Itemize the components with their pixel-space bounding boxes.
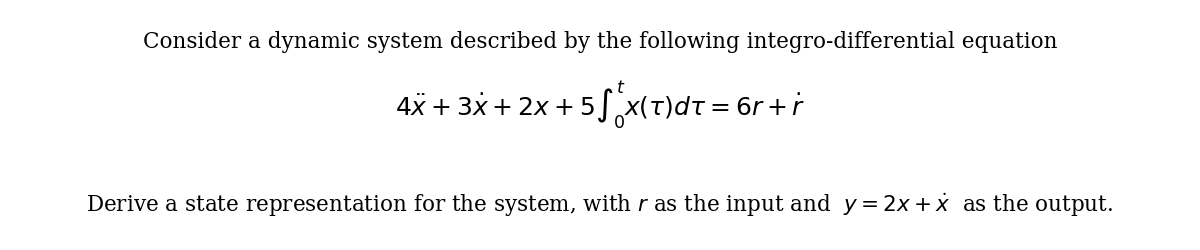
Text: Consider a dynamic system described by the following integro-differential equati: Consider a dynamic system described by t… — [143, 31, 1057, 53]
Text: $4\ddot{x}+3\dot{x}+2x+5\int_{0}^{t}x(\tau)d\tau = 6r +\dot{r}$: $4\ddot{x}+3\dot{x}+2x+5\int_{0}^{t}x(\t… — [395, 80, 805, 131]
Text: Derive a state representation for the system, with $r$ as the input and  $y = 2x: Derive a state representation for the sy… — [86, 191, 1114, 219]
